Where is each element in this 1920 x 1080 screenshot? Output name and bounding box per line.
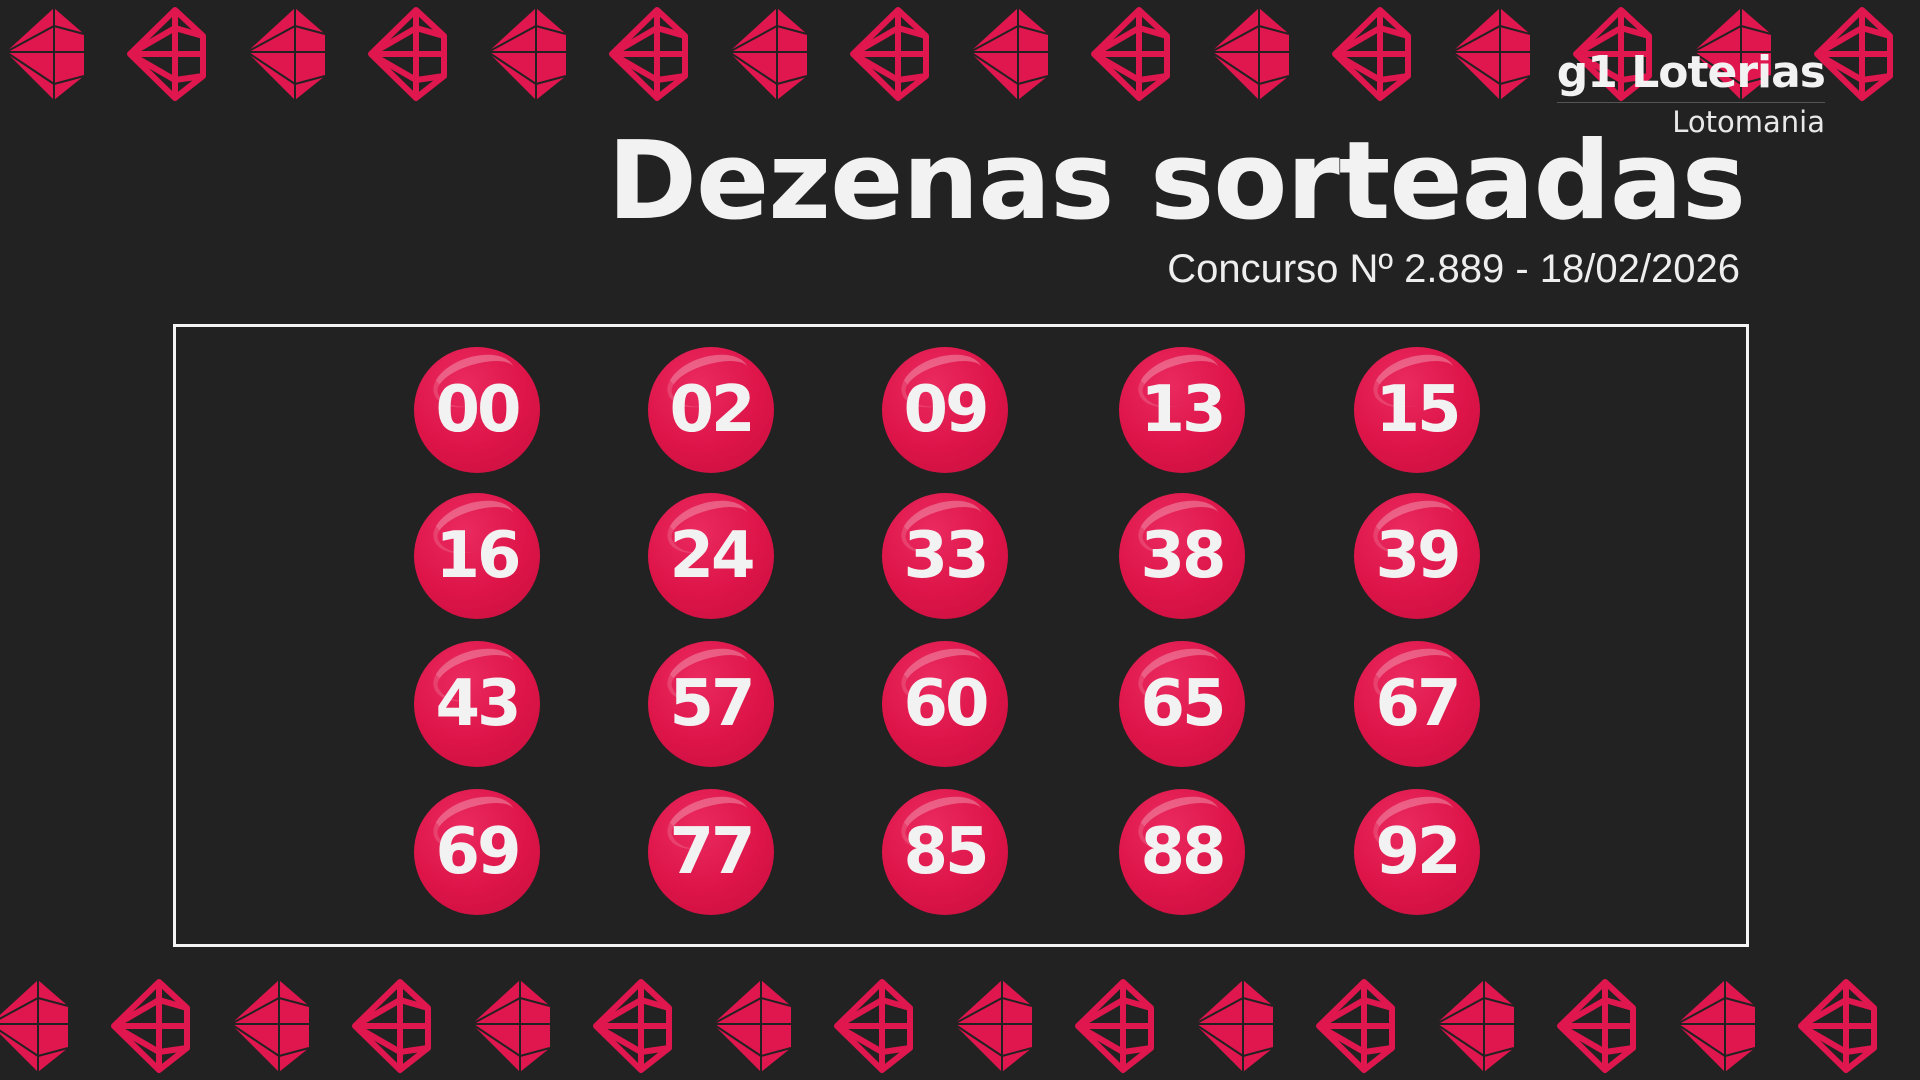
number-ball: 60 (882, 641, 1008, 767)
number-label: 85 (903, 815, 989, 889)
number-ball: 16 (414, 493, 540, 619)
game-name: Lotomania (1672, 105, 1825, 139)
number-label: 92 (1375, 815, 1461, 889)
number-label: 09 (903, 373, 989, 447)
number-label: 39 (1375, 519, 1461, 593)
number-label: 88 (1140, 815, 1226, 889)
number-label: 60 (903, 667, 989, 741)
number-ball: 92 (1354, 789, 1480, 915)
number-label: 00 (435, 373, 521, 447)
g1-loterias-logo: g1 Loterias (1556, 46, 1826, 103)
bottom-gem-border (0, 978, 1920, 1078)
number-label: 02 (669, 373, 755, 447)
number-ball: 77 (648, 789, 774, 915)
number-label: 69 (435, 815, 521, 889)
number-ball: 39 (1354, 493, 1480, 619)
number-label: 65 (1140, 667, 1226, 741)
number-label: 57 (669, 667, 755, 741)
page-title: Dezenas sorteadas (607, 119, 1746, 244)
number-ball: 24 (648, 493, 774, 619)
number-ball: 33 (882, 493, 1008, 619)
numbers-panel (173, 324, 1749, 947)
number-label: 67 (1375, 667, 1461, 741)
number-ball: 57 (648, 641, 774, 767)
number-ball: 38 (1119, 493, 1245, 619)
number-label: 13 (1140, 373, 1226, 447)
number-label: 15 (1375, 373, 1461, 447)
number-label: 24 (669, 519, 755, 593)
number-ball: 69 (414, 789, 540, 915)
number-label: 16 (435, 519, 521, 593)
number-ball: 09 (882, 347, 1008, 473)
number-ball: 02 (648, 347, 774, 473)
number-ball: 67 (1354, 641, 1480, 767)
number-ball: 00 (414, 347, 540, 473)
number-label: 77 (669, 815, 755, 889)
number-ball: 15 (1354, 347, 1480, 473)
brand-block: g1 Loterias Lotomania (1556, 46, 1826, 141)
number-label: 43 (435, 667, 521, 741)
number-ball: 85 (882, 789, 1008, 915)
number-ball: 65 (1119, 641, 1245, 767)
number-ball: 43 (414, 641, 540, 767)
number-ball: 88 (1119, 789, 1245, 915)
number-label: 33 (903, 519, 989, 593)
number-ball: 13 (1119, 347, 1245, 473)
contest-info: Concurso Nº 2.889 - 18/02/2026 (1167, 247, 1740, 291)
number-label: 38 (1140, 519, 1226, 593)
top-gem-border (0, 6, 1920, 106)
